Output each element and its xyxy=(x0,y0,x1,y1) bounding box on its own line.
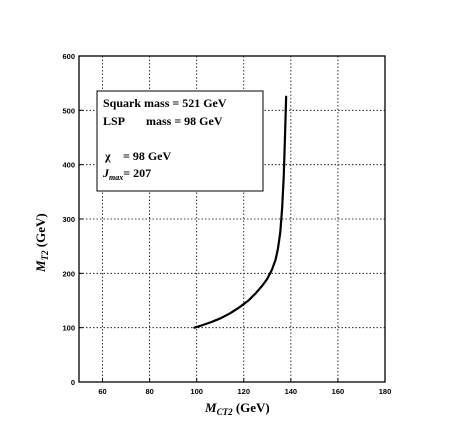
x-tick-label: 160 xyxy=(332,387,345,396)
axis-ticks: 60 80 100 120 140 160 180 0 100 200 300 400 500 600 xyxy=(62,52,391,396)
x-tick-label: 120 xyxy=(238,387,251,396)
annotation-jmax-main: J xyxy=(102,166,110,180)
y-axis-label: MT2 (GeV) xyxy=(33,213,50,273)
y-axis-label-unit: (GeV) xyxy=(33,213,48,250)
x-tick-label: 180 xyxy=(379,387,392,396)
x-axis-label-main: M xyxy=(204,400,217,415)
y-tick-label: 300 xyxy=(62,215,75,224)
annotation-jmax: Jmax= 207 xyxy=(102,166,151,182)
annotation-lsp-label: LSP xyxy=(103,114,125,128)
y-tick-label: 400 xyxy=(62,161,75,170)
annotation-lsp-mass: mass = 98 GeV xyxy=(146,114,223,128)
x-axis-label-sub: CT2 xyxy=(217,407,234,417)
annotation-squark: Squark mass = 521 GeV xyxy=(103,96,227,110)
y-tick-label: 500 xyxy=(62,106,75,115)
annotation-jmax-value: = 207 xyxy=(123,166,151,180)
y-tick-label: 0 xyxy=(71,378,75,387)
annotation-chi-symbol: χ xyxy=(104,149,111,163)
data-series xyxy=(193,95,288,329)
x-axis-label: MCT2 (GeV) xyxy=(204,400,270,417)
x-tick-label: 80 xyxy=(145,387,153,396)
y-tick-label: 200 xyxy=(62,269,75,278)
annotation-chi-value: = 98 GeV xyxy=(123,149,171,163)
x-tick-label: 100 xyxy=(190,387,203,396)
x-axis-label-unit: (GeV) xyxy=(233,400,270,415)
series-line xyxy=(193,95,288,329)
x-tick-label: 140 xyxy=(285,387,298,396)
annotation-box xyxy=(96,90,264,192)
y-tick-label: 600 xyxy=(62,52,75,61)
y-tick-label: 100 xyxy=(62,324,75,333)
y-axis-label-sub: T2 xyxy=(40,250,50,260)
x-tick-label: 60 xyxy=(98,387,106,396)
annotation-jmax-sub: max xyxy=(109,173,123,182)
y-axis-label-main: M xyxy=(33,260,48,273)
